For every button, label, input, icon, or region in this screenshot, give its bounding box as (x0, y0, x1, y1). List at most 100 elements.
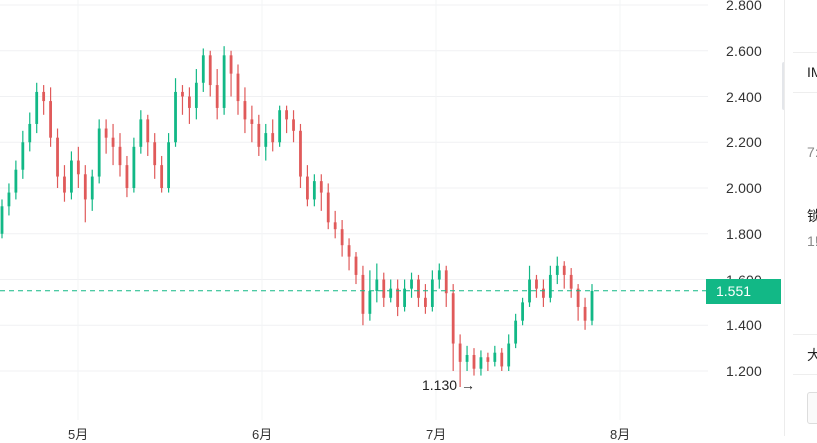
candle-body (500, 352, 504, 367)
candle-body (375, 279, 379, 291)
candle-body (90, 176, 94, 200)
candle-body (576, 288, 580, 307)
candle-body (188, 96, 191, 108)
candle-body (125, 165, 129, 188)
candle-body (514, 320, 518, 344)
candle-body (437, 270, 441, 280)
candle-body (21, 142, 25, 170)
candle-body (410, 279, 413, 289)
panel-divider (793, 374, 817, 375)
panel-line-6[interactable]: 大 (807, 345, 817, 365)
candle-body (271, 133, 275, 143)
y-tick-label: 2.600 (726, 42, 763, 59)
x-tick-label: 8月 (610, 427, 631, 442)
candle-body (111, 137, 115, 147)
candle-body (194, 82, 198, 108)
candle-body (63, 176, 66, 193)
candle-body (312, 181, 316, 200)
chart-canvas[interactable] (0, 0, 708, 436)
candle-body (403, 288, 406, 307)
candle-body (562, 265, 566, 275)
candle-body (292, 119, 295, 131)
candle-body (285, 110, 288, 120)
candle-body (479, 357, 483, 369)
candle-body (76, 160, 80, 175)
candle-body (181, 91, 184, 97)
candle-body (430, 279, 434, 307)
candle-body (590, 290, 594, 321)
candle-body (257, 123, 261, 147)
candle-body (333, 222, 337, 230)
low-price-marker: 1.130 → (422, 377, 475, 393)
y-tick-label: 1.400 (726, 317, 763, 334)
candle-body (14, 169, 18, 193)
candle-body (555, 265, 559, 275)
candle-body (472, 354, 476, 369)
panel-input[interactable] (807, 392, 817, 424)
candle-body (104, 128, 108, 138)
candle-body (0, 206, 4, 234)
candle-body (201, 55, 205, 83)
candle-body (264, 133, 268, 147)
y-tick-label: 2.400 (726, 88, 763, 105)
candle-body (35, 91, 39, 124)
candle-body (153, 142, 157, 166)
candle-body (319, 181, 323, 193)
panel-divider (793, 52, 817, 53)
candle-body (278, 110, 282, 143)
panel-line-2: 7: (807, 144, 817, 160)
candle-body (528, 279, 531, 303)
candle-body (507, 343, 511, 367)
candle-body (569, 274, 573, 289)
candle-body (299, 130, 302, 177)
y-tick-label: 2.200 (726, 134, 763, 151)
panel-line-4: 锁 (807, 206, 817, 226)
candle-body (542, 288, 545, 298)
current-price-tag: 1.551 (706, 278, 781, 304)
price-chart[interactable]: 1.130 → (0, 0, 708, 436)
right-arrow-icon: → (460, 377, 475, 393)
candle-body (389, 288, 393, 298)
candle-body (83, 174, 87, 200)
candle-body (132, 146, 136, 188)
candle-body (7, 192, 11, 207)
candle-body (368, 290, 372, 314)
candle-body (236, 73, 240, 102)
y-tick-label: 2.000 (726, 180, 763, 196)
candle-body (174, 91, 177, 143)
candle-body (42, 91, 46, 102)
x-tick-label: 6月 (252, 427, 273, 442)
low-price-value: 1.130 (422, 377, 458, 393)
candle-body (465, 354, 469, 362)
panel-header[interactable]: IM (807, 64, 817, 80)
candle-body (396, 288, 400, 307)
panel-divider (793, 334, 817, 335)
candle-body (382, 279, 386, 298)
candle-body (583, 306, 587, 321)
candle-body (215, 85, 219, 108)
candle-body (208, 55, 212, 86)
x-tick-label: 7月 (426, 427, 447, 442)
price-axis: 2.8002.6002.4002.2002.0001.8001.6001.400… (708, 0, 784, 436)
panel-divider (793, 92, 817, 93)
candle-body (56, 137, 59, 177)
candle-body (486, 357, 490, 362)
y-tick-label: 2.800 (726, 0, 763, 13)
candle-body (458, 343, 462, 362)
candle-body (521, 302, 524, 321)
panel-line-5: 1! (807, 233, 817, 249)
candle-body (424, 297, 427, 307)
candle-body (493, 352, 497, 362)
candle-body (243, 101, 247, 120)
candle-body (49, 101, 52, 138)
y-tick-label: 1.800 (726, 225, 763, 242)
candle-body (167, 142, 170, 188)
x-tick-label: 5月 (68, 427, 89, 442)
candle-body (250, 119, 254, 124)
candle-body (548, 274, 552, 298)
candle-body (118, 146, 122, 166)
candle-body (306, 176, 309, 200)
candle-body (28, 123, 32, 143)
candle-body (326, 192, 330, 223)
candle-body (97, 128, 101, 177)
